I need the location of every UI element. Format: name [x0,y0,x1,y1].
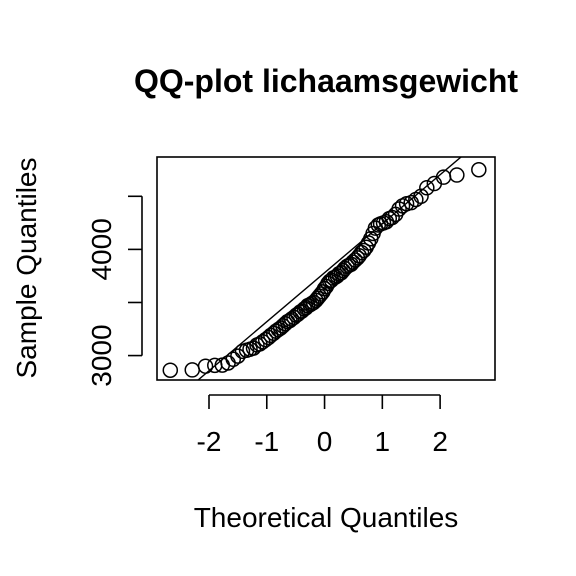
data-point [356,242,372,259]
chart-title: QQ-plot lichaamsgewicht [134,63,518,99]
data-point [184,362,200,378]
x-tick-label: -1 [254,426,279,457]
data-point [449,167,465,183]
x-tick-label: 0 [317,426,333,457]
y-axis: 3000 4000 [86,195,143,387]
y-axis-title: Sample Quantiles [11,157,42,378]
data-point [225,351,242,368]
data-points [162,161,487,378]
x-tick-label: 2 [432,426,448,457]
data-point [413,188,429,205]
data-point [197,358,214,374]
x-tick-label: 1 [375,426,391,457]
x-tick-label: -2 [197,426,222,457]
plot-frame [156,156,496,381]
data-point [419,180,435,196]
data-point [471,161,487,178]
data-point [162,362,179,378]
plot-area [197,157,463,380]
data-point [230,348,246,364]
y-tick-label: 3000 [86,324,117,386]
reference-line [197,157,463,380]
x-axis: -2 -1 0 1 2 [197,394,448,457]
x-axis-title: Theoretical Quantiles [194,502,459,533]
y-tick-label: 4000 [86,218,117,280]
